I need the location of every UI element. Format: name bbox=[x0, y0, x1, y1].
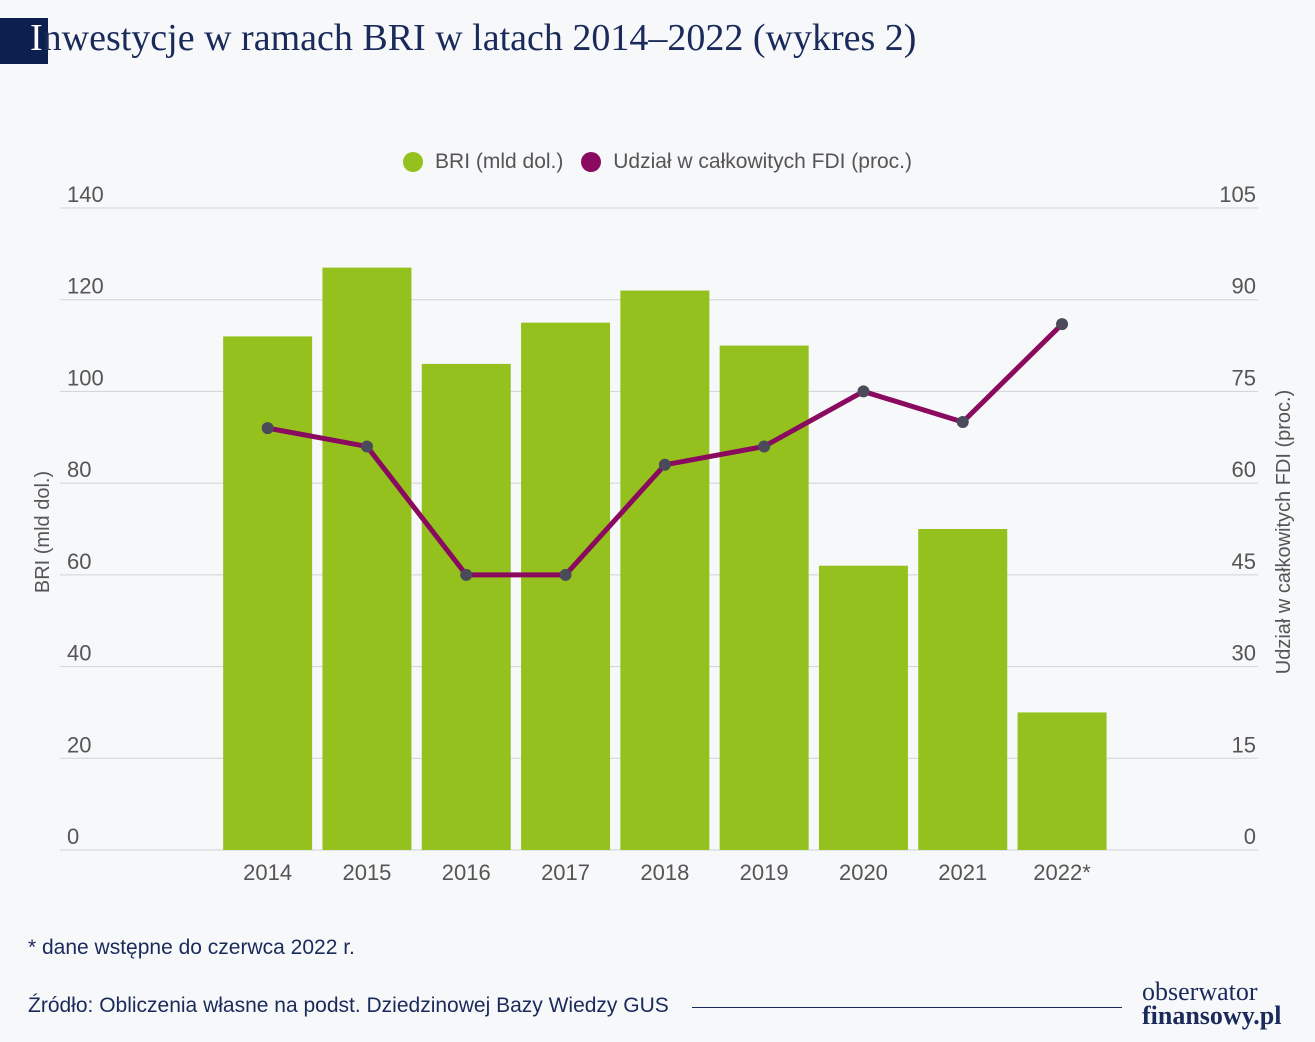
logo-top-text: obserwator bbox=[1142, 977, 1258, 1006]
y-right-tick-label: 75 bbox=[1232, 365, 1256, 390]
point-fdi bbox=[360, 440, 373, 453]
point-fdi bbox=[758, 440, 771, 453]
y-left-tick-label: 100 bbox=[67, 365, 104, 390]
x-tick-label: 2016 bbox=[442, 860, 491, 885]
bar-bri bbox=[719, 345, 809, 850]
legend-bri-label: BRI (mld dol.) bbox=[435, 150, 564, 173]
legend-item-fdi: Udział w całkowitych FDI (proc.) bbox=[581, 150, 912, 174]
chart-title-rest: nwestycje w ramach BRI w latach 2014–202… bbox=[42, 17, 917, 59]
legend-fdi-swatch bbox=[581, 152, 602, 172]
y-right-axis-title: Udział w całkowitych FDI (proc.) bbox=[1273, 390, 1295, 675]
y-right-tick-label: 90 bbox=[1232, 274, 1256, 299]
publisher-logo: obserwator finansowy.pl bbox=[1142, 977, 1302, 1030]
y-right-tick-label: 30 bbox=[1232, 641, 1256, 666]
bar-bri bbox=[918, 529, 1008, 850]
legend-fdi-label: Udział w całkowitych FDI (proc.) bbox=[613, 150, 912, 173]
y-right-tick-label: 0 bbox=[1244, 824, 1256, 849]
y-right-tick-label: 15 bbox=[1232, 732, 1256, 757]
bar-bri bbox=[421, 363, 511, 850]
y-left-tick-label: 140 bbox=[67, 182, 104, 207]
y-left-tick-label: 80 bbox=[67, 457, 91, 482]
point-fdi bbox=[658, 458, 671, 471]
x-tick-label: 2021 bbox=[938, 860, 987, 885]
bar-bri bbox=[223, 336, 313, 850]
bar-bri bbox=[620, 290, 710, 850]
point-fdi bbox=[460, 568, 473, 581]
x-tick-label: 2020 bbox=[839, 860, 888, 885]
y-left-tick-label: 0 bbox=[67, 824, 79, 849]
chart-title-first-letter: I bbox=[30, 17, 43, 59]
x-tick-label: 2022* bbox=[1033, 860, 1091, 885]
y-left-tick-label: 120 bbox=[67, 274, 104, 299]
point-fdi bbox=[559, 568, 572, 581]
footnote: * dane wstępne do czerwca 2022 r. bbox=[28, 936, 355, 959]
title-bar: Inwestycje w ramach BRI w latach 2014–20… bbox=[0, 14, 1315, 64]
legend-item-bri: BRI (mld dol.) bbox=[403, 150, 563, 174]
y-right-tick-label: 45 bbox=[1232, 549, 1256, 574]
x-tick-label: 2015 bbox=[342, 860, 391, 885]
point-fdi bbox=[261, 422, 274, 435]
x-tick-label: 2014 bbox=[243, 860, 292, 885]
y-left-tick-label: 40 bbox=[67, 641, 91, 666]
legend-bri-swatch bbox=[403, 152, 424, 172]
point-fdi bbox=[857, 385, 870, 398]
x-tick-label: 2017 bbox=[541, 860, 590, 885]
y-left-axis-title: BRI (mld dol.) bbox=[32, 471, 54, 593]
x-tick-label: 2018 bbox=[640, 860, 689, 885]
y-right-tick-label: 60 bbox=[1232, 457, 1256, 482]
x-tick-label: 2019 bbox=[740, 860, 789, 885]
source-divider bbox=[692, 1007, 1122, 1008]
bar-bri bbox=[322, 267, 412, 851]
title-accent-block bbox=[0, 18, 48, 64]
point-fdi bbox=[956, 416, 969, 428]
source-note: Źródło: Obliczenia własne na podst. Dzie… bbox=[28, 994, 669, 1017]
y-left-tick-label: 60 bbox=[67, 549, 91, 574]
bar-bri bbox=[1017, 712, 1107, 850]
bar-bri bbox=[521, 322, 611, 851]
chart-legend: BRI (mld dol.) Udział w całkowitych FDI … bbox=[0, 150, 1315, 178]
chart-title: Inwestycje w ramach BRI w latach 2014–20… bbox=[30, 14, 916, 62]
y-right-tick-label: 105 bbox=[1219, 182, 1256, 207]
bar-bri bbox=[818, 565, 908, 850]
y-left-tick-label: 20 bbox=[67, 732, 91, 757]
point-fdi bbox=[1056, 318, 1069, 331]
logo-bottom-text: finansowy.pl bbox=[1142, 1001, 1282, 1030]
